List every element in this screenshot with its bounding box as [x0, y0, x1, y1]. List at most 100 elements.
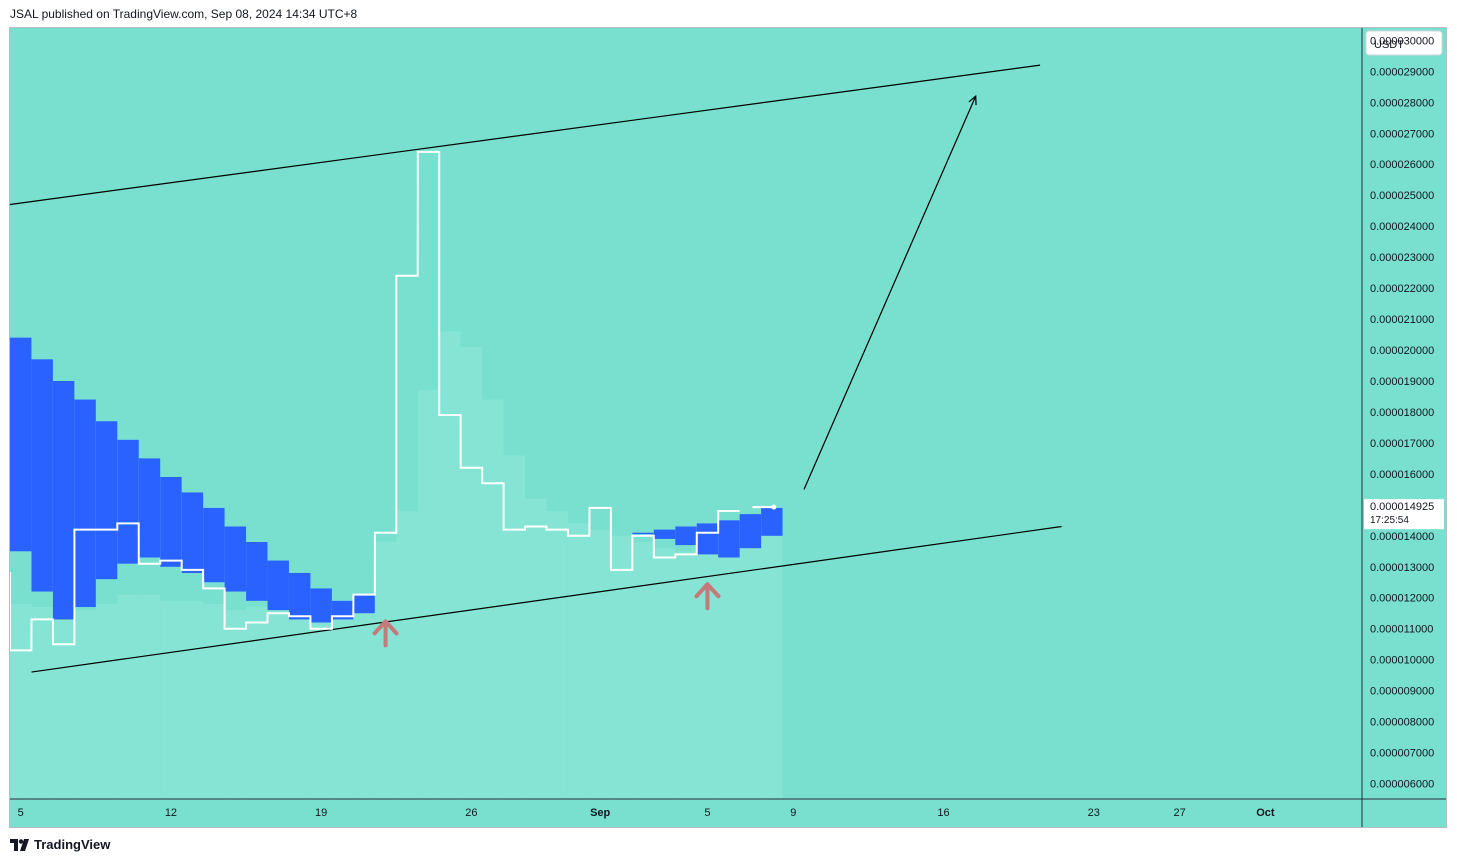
candle-box — [74, 399, 96, 608]
y-tick-label: 0.000018000 — [1370, 407, 1434, 419]
candle-box — [289, 572, 311, 620]
volume-bar — [460, 346, 483, 799]
volume-bar — [289, 607, 311, 799]
volume-bar — [31, 607, 53, 799]
up-arrow-head — [694, 582, 721, 599]
volume-bar — [160, 600, 182, 799]
volume-bar — [52, 610, 75, 799]
volume-bar — [632, 542, 654, 799]
volume-bar — [675, 551, 697, 799]
volume-bar — [739, 545, 762, 799]
volume-bar — [181, 600, 204, 799]
last-price-value: 0.000014925 — [1370, 501, 1434, 513]
y-tick-label: 0.000014000 — [1370, 531, 1434, 543]
candle-box — [353, 594, 375, 614]
last-price-countdown: 17:25:54 — [1370, 515, 1409, 526]
volume-bar — [267, 603, 289, 799]
y-tick-label: 0.000027000 — [1370, 128, 1434, 140]
volume-bar — [74, 610, 96, 799]
candle-box — [761, 507, 783, 536]
x-tick-label: 12 — [165, 807, 177, 819]
volume-bar — [331, 607, 354, 799]
volume-bar — [246, 607, 268, 799]
x-tick-label: 26 — [465, 807, 477, 819]
volume-bar — [353, 594, 375, 799]
y-tick-label: 0.000020000 — [1370, 345, 1434, 357]
candle-box — [696, 523, 719, 555]
last-price-dot — [771, 504, 777, 510]
line-layer — [10, 150, 777, 652]
y-tick-label: 0.000017000 — [1370, 438, 1434, 450]
y-tick-label: 0.000010000 — [1370, 655, 1434, 667]
candle-box — [138, 458, 161, 558]
candle-layer — [10, 337, 783, 623]
volume-bar — [374, 542, 397, 799]
candle-box — [267, 560, 289, 611]
candle-box — [246, 542, 268, 601]
last-price-box — [1364, 499, 1444, 530]
y-tick-label: 0.000023000 — [1370, 252, 1434, 264]
volume-bar — [610, 535, 633, 799]
x-tick-label: Oct — [1256, 807, 1275, 819]
currency-label: USDT — [1374, 39, 1404, 51]
volume-layer — [10, 331, 783, 799]
volume-bar — [417, 390, 440, 799]
candle-box — [739, 514, 762, 549]
candle-box — [160, 476, 182, 567]
volume-bar — [718, 548, 740, 799]
x-tick-label: 5 — [18, 807, 24, 819]
x-tick-label: Sep — [590, 807, 610, 819]
candle-box — [203, 507, 225, 583]
candle-box — [331, 600, 354, 620]
y-tick-label: 0.000029000 — [1370, 66, 1434, 78]
tradingview-logo-icon — [10, 838, 29, 851]
y-tick-label: 0.000022000 — [1370, 283, 1434, 295]
x-tick-label: 16 — [937, 807, 949, 819]
y-tick-label: 0.000011000 — [1370, 624, 1433, 636]
up-arrow-marker — [694, 582, 721, 611]
candle-box — [10, 337, 32, 552]
x-tick-label: 23 — [1088, 807, 1100, 819]
y-tick-label: 0.000030000 — [1370, 35, 1434, 47]
candle-box — [224, 526, 247, 592]
candle-box — [675, 526, 697, 546]
y-tick-label: 0.000024000 — [1370, 221, 1434, 233]
candle-box — [718, 520, 740, 558]
y-tick-label: 0.000016000 — [1370, 469, 1434, 481]
y-tick-label: 0.000025000 — [1370, 190, 1434, 202]
marker-layer — [372, 582, 721, 648]
volume-bar — [203, 603, 225, 799]
y-tick-label: 0.000009000 — [1370, 686, 1434, 698]
y-tick-label: 0.000021000 — [1370, 314, 1434, 326]
volume-bar — [653, 548, 676, 799]
lower-trendline — [31, 525, 1062, 673]
volume-bar — [396, 511, 418, 799]
y-tick-label: 0.000019000 — [1370, 376, 1434, 388]
x-tick-label: 9 — [790, 807, 796, 819]
volume-bar — [95, 603, 118, 799]
volume-bar — [138, 594, 161, 799]
trendline-layer — [10, 64, 1062, 673]
y-tick-label: 0.000007000 — [1370, 748, 1434, 760]
volume-bar — [761, 535, 783, 799]
y-tick-label: 0.000028000 — [1370, 97, 1434, 109]
projection-arrow — [803, 95, 977, 490]
upper-trendline — [10, 64, 1041, 206]
volume-bar — [224, 610, 247, 799]
volume-bar — [482, 399, 504, 799]
candle-box — [95, 421, 118, 580]
volume-bar — [567, 523, 590, 799]
y-tick-label: 0.000006000 — [1370, 779, 1434, 791]
candle-box — [632, 532, 654, 535]
footer: TradingView — [10, 837, 110, 852]
publish-header: JSAL published on TradingView.com, Sep 0… — [10, 7, 358, 21]
candle-box — [117, 439, 139, 564]
x-tick-label: 5 — [704, 807, 710, 819]
volume-bar — [117, 594, 139, 799]
y-tick-label: 0.000013000 — [1370, 562, 1434, 574]
up-arrow-marker — [372, 619, 399, 648]
x-tick-label: 19 — [315, 807, 327, 819]
y-tick-label: 0.000012000 — [1370, 593, 1434, 605]
volume-bar — [10, 603, 32, 799]
